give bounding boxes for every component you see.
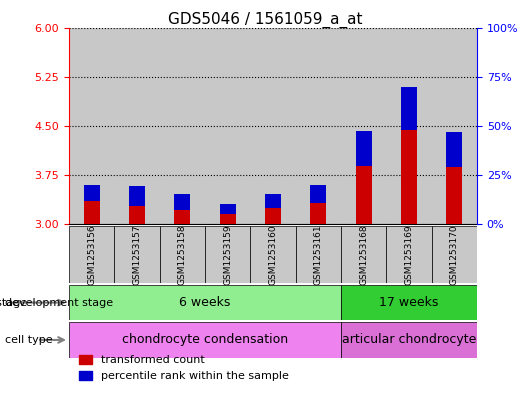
Text: 17 weeks: 17 weeks <box>379 296 439 309</box>
Bar <box>311 185 326 203</box>
FancyBboxPatch shape <box>69 226 114 283</box>
Bar <box>84 185 100 201</box>
FancyBboxPatch shape <box>114 226 160 283</box>
FancyBboxPatch shape <box>205 226 250 283</box>
Text: GSM1253169: GSM1253169 <box>404 224 413 285</box>
FancyBboxPatch shape <box>160 226 205 283</box>
Bar <box>174 209 190 224</box>
Bar <box>401 130 417 224</box>
Bar <box>265 194 281 208</box>
Bar <box>250 28 296 224</box>
Bar <box>296 28 341 224</box>
Text: GSM1253168: GSM1253168 <box>359 224 368 285</box>
Bar <box>386 28 431 224</box>
Bar <box>446 167 462 224</box>
Bar <box>219 214 235 224</box>
Text: chondrocyte condensation: chondrocyte condensation <box>122 333 288 347</box>
FancyBboxPatch shape <box>386 226 431 283</box>
Bar <box>205 28 250 224</box>
Bar <box>129 186 145 206</box>
Text: development stage: development stage <box>5 298 113 308</box>
Bar <box>114 28 160 224</box>
Bar <box>160 28 205 224</box>
Bar <box>446 132 462 167</box>
Bar <box>341 28 386 224</box>
FancyBboxPatch shape <box>341 322 477 358</box>
FancyBboxPatch shape <box>341 226 386 283</box>
Text: 6 weeks: 6 weeks <box>179 296 231 309</box>
Legend: transformed count, percentile rank within the sample: transformed count, percentile rank withi… <box>74 350 294 386</box>
FancyBboxPatch shape <box>69 285 341 320</box>
FancyBboxPatch shape <box>341 285 477 320</box>
FancyBboxPatch shape <box>296 226 341 283</box>
Text: GSM1253161: GSM1253161 <box>314 224 323 285</box>
Bar <box>311 203 326 224</box>
Text: GSM1253170: GSM1253170 <box>450 224 459 285</box>
Text: articular chondrocyte: articular chondrocyte <box>342 333 476 347</box>
Text: GSM1253160: GSM1253160 <box>269 224 277 285</box>
Text: GDS5046 / 1561059_a_at: GDS5046 / 1561059_a_at <box>168 12 362 28</box>
Text: cell type: cell type <box>5 335 53 345</box>
FancyBboxPatch shape <box>250 226 296 283</box>
Bar <box>174 194 190 209</box>
Bar <box>265 208 281 224</box>
Bar <box>219 204 235 214</box>
Text: GSM1253157: GSM1253157 <box>132 224 142 285</box>
FancyBboxPatch shape <box>69 322 341 358</box>
Bar <box>129 206 145 224</box>
Text: GSM1253156: GSM1253156 <box>87 224 96 285</box>
Bar <box>356 166 372 224</box>
Text: GSM1253159: GSM1253159 <box>223 224 232 285</box>
Bar <box>69 28 114 224</box>
FancyBboxPatch shape <box>431 226 477 283</box>
Bar <box>84 201 100 224</box>
Bar <box>401 87 417 130</box>
Text: GSM1253158: GSM1253158 <box>178 224 187 285</box>
Bar <box>356 131 372 166</box>
Bar <box>431 28 477 224</box>
Text: development stage: development stage <box>0 298 28 308</box>
